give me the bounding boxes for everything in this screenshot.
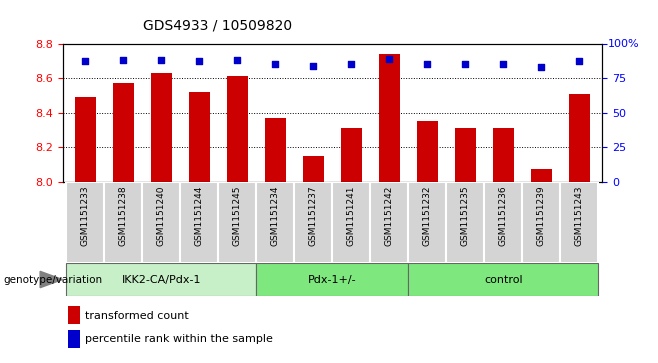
Text: GSM1151236: GSM1151236 — [499, 185, 508, 246]
Text: GSM1151243: GSM1151243 — [575, 185, 584, 246]
Bar — [408, 263, 598, 296]
Bar — [569, 94, 590, 182]
Point — [232, 57, 243, 63]
Bar — [257, 263, 408, 296]
Bar — [68, 306, 80, 324]
Text: genotype/variation: genotype/variation — [3, 274, 103, 285]
Text: GSM1151234: GSM1151234 — [271, 185, 280, 246]
Bar — [257, 182, 294, 263]
Bar — [303, 156, 324, 182]
Bar — [180, 182, 218, 263]
Bar — [113, 83, 134, 182]
Text: GDS4933 / 10509820: GDS4933 / 10509820 — [143, 19, 293, 33]
Bar — [379, 54, 400, 182]
Text: GSM1151244: GSM1151244 — [195, 185, 204, 246]
Bar — [370, 182, 408, 263]
Point — [270, 61, 280, 67]
Bar — [66, 263, 257, 296]
Bar — [560, 182, 598, 263]
Bar — [294, 182, 332, 263]
Point — [460, 61, 470, 67]
Bar — [68, 330, 80, 348]
Text: GSM1151242: GSM1151242 — [385, 185, 393, 246]
Point — [118, 57, 128, 63]
Bar — [417, 121, 438, 182]
Text: IKK2-CA/Pdx-1: IKK2-CA/Pdx-1 — [122, 274, 201, 285]
Text: GSM1151235: GSM1151235 — [461, 185, 470, 246]
Bar — [105, 182, 142, 263]
Bar — [484, 182, 522, 263]
Text: GSM1151238: GSM1151238 — [119, 185, 128, 246]
Point — [384, 56, 395, 62]
Point — [156, 57, 166, 63]
Bar — [446, 182, 484, 263]
Point — [574, 58, 584, 64]
Bar — [341, 128, 362, 182]
Text: GSM1151232: GSM1151232 — [423, 185, 432, 246]
Polygon shape — [40, 272, 63, 287]
Text: control: control — [484, 274, 522, 285]
Bar — [227, 76, 248, 182]
Text: transformed count: transformed count — [85, 310, 189, 321]
Bar — [522, 182, 560, 263]
Point — [194, 58, 205, 64]
Text: GSM1151239: GSM1151239 — [537, 185, 545, 246]
Bar — [189, 92, 210, 182]
Bar — [531, 170, 551, 182]
Text: percentile rank within the sample: percentile rank within the sample — [85, 334, 273, 344]
Point — [498, 61, 509, 67]
Bar — [75, 97, 96, 182]
Text: GSM1151245: GSM1151245 — [233, 185, 241, 246]
Text: GSM1151241: GSM1151241 — [347, 185, 356, 246]
Bar — [455, 128, 476, 182]
Bar — [493, 128, 514, 182]
Bar — [142, 182, 180, 263]
Bar — [408, 182, 446, 263]
Point — [80, 58, 91, 64]
Text: 100%: 100% — [607, 38, 640, 49]
Point — [308, 63, 318, 69]
Text: GSM1151237: GSM1151237 — [309, 185, 318, 246]
Bar — [265, 118, 286, 182]
Text: GSM1151240: GSM1151240 — [157, 185, 166, 246]
Bar — [218, 182, 257, 263]
Bar — [66, 182, 105, 263]
Point — [346, 61, 357, 67]
Text: Pdx-1+/-: Pdx-1+/- — [308, 274, 357, 285]
Point — [536, 64, 547, 70]
Point — [422, 61, 432, 67]
Bar — [332, 182, 370, 263]
Bar — [151, 73, 172, 182]
Text: GSM1151233: GSM1151233 — [81, 185, 89, 246]
